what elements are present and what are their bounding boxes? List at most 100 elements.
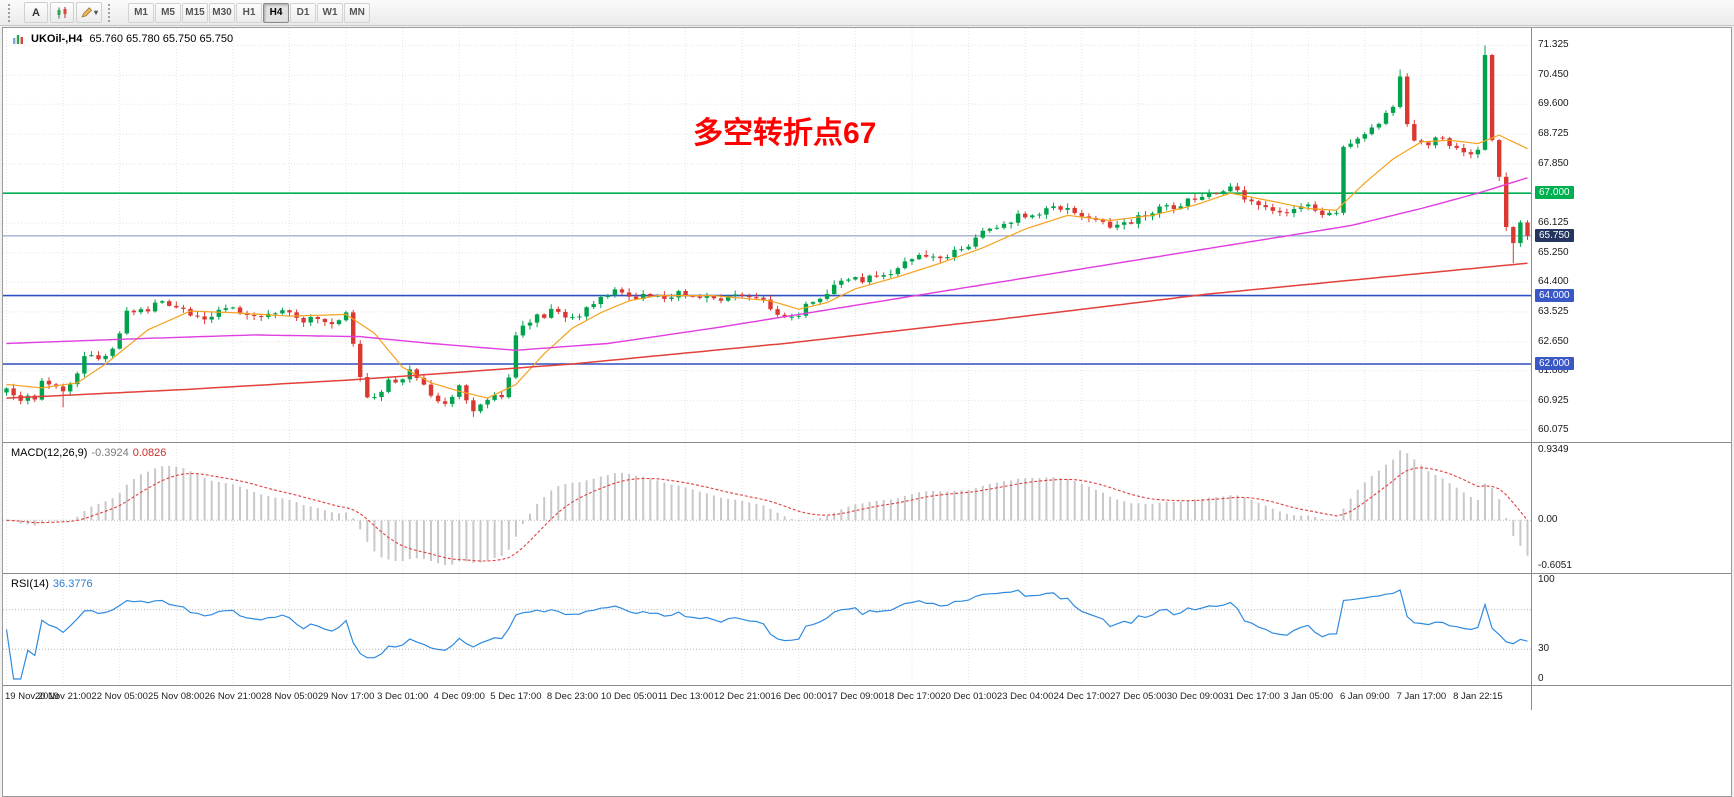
price-tick-label: 67.850 (1538, 158, 1569, 170)
price-badge-65750: 65.750 (1535, 228, 1574, 242)
price-badge-64000: 64.000 (1535, 288, 1574, 302)
rsi-tick-label: 0 (1538, 673, 1544, 684)
time-axis[interactable]: 19 Nov 2019 20 Nov 21:00 22 Nov 05:00 25 No… (3, 686, 1531, 710)
horizontal-level-lines[interactable] (3, 192, 1531, 365)
timeframe-d1-button[interactable]: D1 (290, 2, 317, 23)
time-axis-label: 20 Dec 01:00 (940, 691, 997, 702)
macd-signal-line (6, 467, 1528, 562)
panel-separator-3[interactable] (3, 685, 1731, 686)
rsi-canvas[interactable] (3, 574, 1531, 685)
timeframe-mn-button[interactable]: MN (344, 2, 371, 23)
price-badge-67000: 67.000 (1535, 186, 1574, 200)
ma-medium-line (6, 177, 1528, 352)
timeframe-h1-button[interactable]: H1 (236, 2, 263, 23)
time-axis-label: 18 Dec 17:00 (883, 691, 941, 702)
time-axis-label: 5 Dec 17:00 (490, 691, 542, 702)
price-tick-label: 64.400 (1538, 276, 1569, 287)
time-axis-label: 12 Dec 21:00 (713, 691, 771, 702)
chart-symbol-period: UKOil-,H4 (31, 33, 83, 45)
time-axis-label: 8 Dec 23:00 (546, 691, 599, 702)
text-annotation-button[interactable]: A (24, 2, 48, 23)
timeframe-m1-button[interactable]: M1 (128, 2, 155, 23)
main-chart-panel: UKOil-,H4 65.760 65.780 65.750 65.750 多空… (3, 28, 1531, 442)
candlestick-icon (57, 6, 67, 18)
pencil-icon (81, 7, 93, 18)
macd-panel: MACD(12,26,9) -0.3924 0.0826 (3, 443, 1531, 573)
macd-label-row: MACD(12,26,9) -0.3924 0.0826 (11, 447, 166, 459)
rsi-indicator-name: RSI(14) (11, 578, 49, 590)
time-axis-label: 30 Dec 09:00 (1166, 691, 1224, 702)
price-tick-label: 69.600 (1538, 98, 1569, 110)
time-axis-label: 20 Nov 21:00 (34, 691, 92, 702)
time-axis-label: 24 Dec 17:00 (1053, 691, 1111, 702)
time-axis-label: 10 Dec 05:00 (600, 691, 658, 702)
time-axis-label: 3 Dec 01:00 (377, 691, 429, 702)
toolbar-grip[interactable] (8, 3, 15, 22)
price-scale-separator (1531, 28, 1532, 710)
macd-tick-label: 0.9349 (1538, 444, 1569, 456)
grid (3, 443, 1531, 573)
rsi-line (5, 589, 1528, 680)
price-tick-label: 71.325 (1538, 39, 1569, 51)
timeframe-h4-button[interactable]: H4 (263, 2, 290, 23)
macd-signal-value: 0.0826 (132, 447, 167, 459)
rsi-tick-label: 30 (1538, 643, 1550, 655)
price-tick-label: 62.650 (1538, 335, 1569, 347)
time-axis-label: 22 Nov 05:00 (91, 691, 148, 702)
toolbar-grip-2[interactable] (108, 3, 115, 22)
toolbar: A ▾ M1 M5 M15 M30 H1 H4 D1 W1 MN (0, 0, 1734, 26)
macd-main-value: -0.3924 (91, 447, 129, 459)
ma-slow-line (6, 262, 1528, 399)
main-chart-canvas[interactable] (3, 28, 1531, 442)
time-axis-label: 25 Nov 08:00 (148, 691, 205, 702)
time-axis-label: 4 Dec 09:00 (433, 691, 485, 702)
macd-tick-label: 0.00 (1538, 514, 1558, 526)
price-badge-62000: 62.000 (1535, 357, 1574, 370)
panel-separator-2[interactable] (3, 573, 1731, 574)
time-axis-label: 23 Dec 04:00 (996, 691, 1054, 702)
macd-canvas[interactable] (3, 443, 1531, 573)
price-tick-label: 63.525 (1538, 305, 1569, 317)
chart-annotation-text[interactable]: 多空转折点67 (693, 117, 877, 150)
rsi-scale[interactable]: 100 30 0 (1533, 574, 1605, 685)
price-tick-label: 68.725 (1538, 128, 1569, 140)
macd-indicator-name: MACD(12,26,9) (11, 447, 88, 459)
drawing-tools-dropdown[interactable]: ▾ (76, 2, 103, 23)
rsi-tick-label: 100 (1538, 574, 1555, 585)
rsi-label-row: RSI(14) 36.3776 (11, 578, 93, 590)
panel-separator-1[interactable] (3, 442, 1731, 443)
price-tick-label: 66.125 (1538, 217, 1569, 228)
timeframe-m15-button[interactable]: M15 (182, 2, 209, 23)
time-axis-label: 16 Dec 00:00 (770, 691, 828, 702)
chevron-down-icon: ▾ (94, 7, 99, 17)
time-axis-label: 31 Dec 17:00 (1223, 691, 1280, 702)
price-tick-label: 65.250 (1538, 246, 1569, 258)
macd-scale[interactable]: 0.9349 0.00 -0.6051 (1533, 443, 1605, 573)
time-axis-label: 11 Dec 13:00 (657, 691, 714, 702)
chart-window: UKOil-,H4 65.760 65.780 65.750 65.750 多空… (2, 27, 1732, 797)
time-axis-label: 6 Jan 09:00 (1339, 691, 1390, 702)
timeframe-m30-button[interactable]: M30 (209, 2, 236, 23)
rsi-panel: RSI(14) 36.3776 (3, 574, 1531, 685)
price-tick-label: 60.925 (1538, 394, 1569, 406)
time-axis-label: 26 Nov 21:00 (204, 691, 262, 702)
time-axis-label: 3 Jan 05:00 (1283, 691, 1334, 702)
price-scale[interactable]: 71.325 70.450 69.600 68.725 67.850 66.125 65.2… (1533, 28, 1605, 442)
price-tick-label: 70.450 (1538, 69, 1569, 81)
price-tick-label: 61.800 (1538, 364, 1569, 376)
timeframe-toolbar: M1 M5 M15 M30 H1 H4 D1 W1 MN (128, 2, 371, 23)
chart-ohlc-values: 65.760 65.780 65.750 65.750 (89, 33, 234, 45)
grid (3, 28, 1531, 442)
time-axis-label: 28 Nov 05:00 (261, 691, 318, 702)
chart-type-button[interactable] (50, 2, 74, 23)
time-axis-label: 7 Jan 17:00 (1396, 691, 1447, 702)
chart-title-icon (13, 35, 23, 44)
timeframe-m5-button[interactable]: M5 (155, 2, 182, 23)
time-axis-label: 29 Nov 17:00 (317, 691, 375, 702)
time-axis-label: 17 Dec 09:00 (827, 691, 884, 702)
timeframe-w1-button[interactable]: W1 (317, 2, 344, 23)
chart-title: UKOil-,H4 65.760 65.780 65.750 65.750 (12, 33, 233, 45)
ma-fast-line (6, 134, 1528, 399)
macd-tick-label: -0.6051 (1538, 559, 1572, 571)
